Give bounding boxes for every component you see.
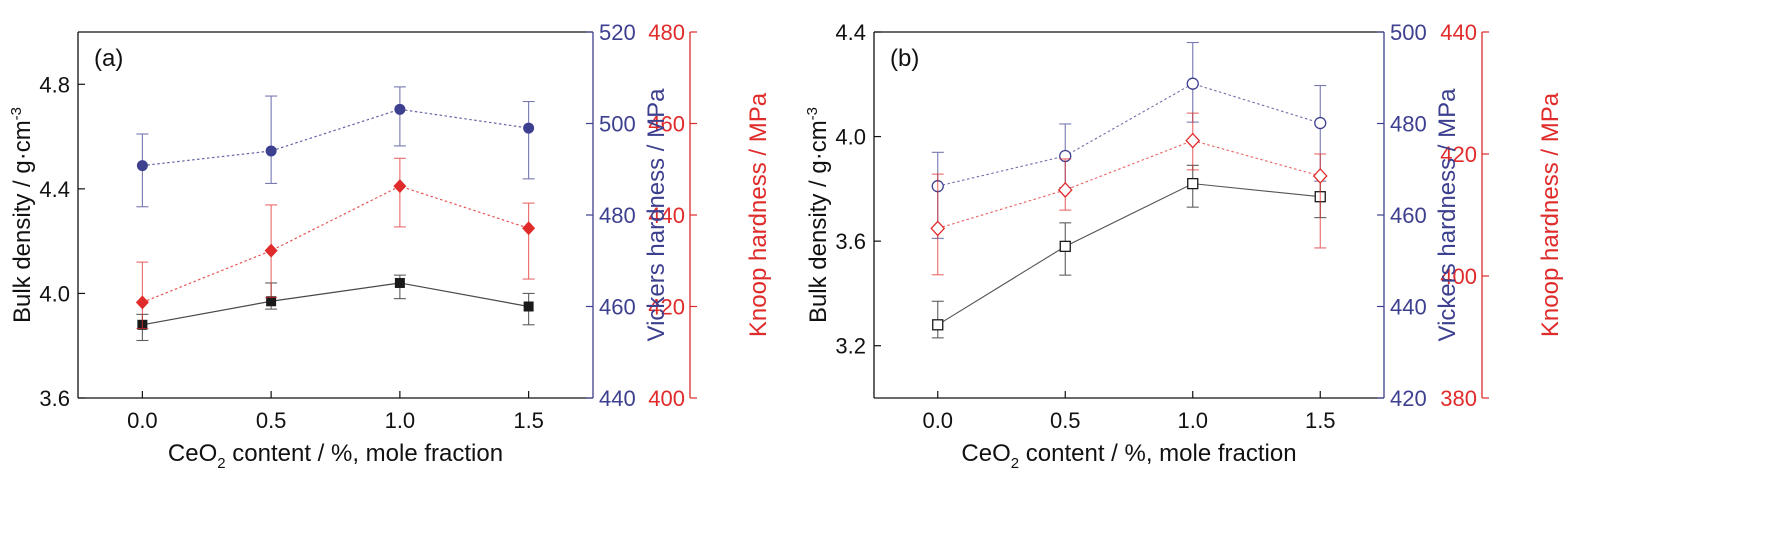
panel-1-vickers-errorbar (522, 100, 535, 180)
panel-1-vickers-tick-label: 440 (599, 386, 636, 411)
panel-1-x-tick-label: 1.0 (385, 408, 416, 433)
panel-1-vickers-tick-label: 500 (599, 112, 636, 137)
panel-1-vickers-point (136, 160, 148, 172)
panel-2-left-axis-title: Bulk density / g·cm-3 (804, 107, 832, 323)
panel-2-knoop-point (1185, 132, 1201, 149)
panel-2-x-axis-title: CeO2 content / %, mole fraction (961, 440, 1296, 472)
panel-2-vickers-line (937, 83, 1321, 187)
panel-1-vickers-axis-title: Vickers hardness / MPa (643, 88, 670, 342)
panel-2-knoop-tick-label: 400 (1440, 264, 1477, 289)
panel-1-knoop-line (142, 185, 529, 303)
chart-panel-1: 0.0 0.5 1.0 1.5 3.6 4.0 4.4 4.8 440 460 480 500 520 4… (8, 20, 772, 472)
panel-2-series-left (931, 164, 1327, 339)
panel-1-left-tick-label: 4.0 (39, 281, 70, 306)
panel-2-left-point (1187, 177, 1199, 190)
panel-2-vickers-point (1186, 77, 1199, 90)
panel-1-vickers-tick-label: 460 (599, 295, 636, 320)
panel-1-left-tick-label: 3.6 (39, 386, 70, 411)
panel-1-knoop-axis-title: Knoop hardness / MPa (745, 92, 772, 337)
panel-1-left-tick-label: 4.8 (39, 72, 70, 97)
panel-1-left-line (142, 282, 529, 326)
panel-2-knoop-point (930, 220, 946, 237)
panel-1-knoop-tick-label: 460 (648, 112, 685, 137)
panel-1-vickers-point (265, 145, 277, 157)
panel-2-vickers-tick-label: 460 (1390, 203, 1427, 228)
chart-panel-2: 0.0 0.5 1.0 1.5 3.2 3.6 4.0 4.4 420 440 460 480 500 3… (804, 20, 1564, 472)
panel-2-knoop-line (937, 140, 1321, 229)
panel-2-knoop-axis-title: Knoop hardness / MPa (1537, 92, 1564, 337)
panel-2-series-knoop (930, 112, 1328, 276)
panel-2-left-tick-label: 4.0 (835, 125, 866, 150)
panel-2-vickers-point (1314, 116, 1327, 130)
panel-2-series-vickers (931, 41, 1327, 239)
panel-1-series-left (136, 274, 535, 342)
panel-1-knoop-point (135, 295, 149, 310)
panel-1-left-axis-title: Bulk density / g·cm-3 (8, 107, 36, 323)
panel-1-x-tick-label: 0.0 (127, 408, 158, 433)
panel-1-x-tick-label: 1.5 (513, 408, 544, 433)
panel-1-knoop-point (264, 243, 278, 258)
panel-1-knoop-tick-label: 400 (648, 386, 685, 411)
panel-1-knoop-tick-label: 440 (648, 203, 685, 228)
panel-2-knoop-tick-label: 440 (1440, 20, 1477, 45)
panel-2-vickers-axis-title: Vickers hardness / MPa (1434, 88, 1461, 342)
panel-2-left-point (932, 319, 944, 331)
panel-1-vickers-line (142, 108, 529, 167)
panel-1-knoop-tick-label: 420 (648, 295, 685, 320)
panel-1-vickers-point (523, 122, 535, 134)
panel-2-x-tick-label: 1.5 (1305, 408, 1336, 433)
panel-2-knoop-tick-label: 420 (1440, 142, 1477, 167)
panel-2-left-point (1059, 240, 1071, 253)
panel-1-vickers-point (394, 103, 406, 115)
panel-1-vickers-errorbar (393, 86, 406, 147)
panel-2-x-tick-label: 0.0 (922, 408, 953, 433)
panel-2-left-tick-label: 3.6 (835, 229, 866, 254)
panel-1-x-axis-title: CeO2 content / %, mole fraction (168, 440, 503, 472)
panel-2-knoop-tick-label: 380 (1440, 386, 1477, 411)
panel-2-knoop-point (1312, 168, 1328, 184)
panel-1-left-point (266, 296, 277, 307)
panel-2-vickers-tick-label: 420 (1390, 386, 1427, 411)
panel-2-x-tick-label: 0.5 (1050, 408, 1081, 433)
panel-1-label: (a) (94, 45, 123, 72)
panel-1-vickers-tick-label: 520 (599, 20, 636, 45)
panel-1-series-vickers (136, 86, 535, 208)
panel-2-left-tick-label: 4.4 (835, 20, 866, 45)
panel-1-left-point (394, 277, 405, 288)
panel-1-knoop-point (522, 221, 536, 236)
panel-1-vickers-tick-label: 480 (599, 203, 636, 228)
panel-2-x-tick-label: 1.0 (1177, 408, 1208, 433)
panel-1-vickers-errorbar (265, 95, 278, 184)
panel-1-series-knoop (135, 157, 536, 330)
panel-2-knoop-point (1057, 182, 1073, 198)
panel-2-label: (b) (890, 45, 919, 72)
panel-1-knoop-tick-label: 480 (648, 20, 685, 45)
panel-2-left-tick-label: 3.2 (835, 334, 866, 359)
panel-1-left-point (523, 301, 534, 312)
panel-1-knoop-errorbar (136, 261, 149, 330)
panel-2-vickers-tick-label: 500 (1390, 20, 1427, 45)
panel-2-vickers-tick-label: 480 (1390, 112, 1427, 137)
panel-1-knoop-point (393, 179, 407, 194)
panel-2-left-line (937, 183, 1321, 326)
panel-1-x-tick-label: 0.5 (256, 408, 287, 433)
panel-1-knoop-errorbar (522, 202, 535, 280)
panel-2-vickers-tick-label: 440 (1390, 295, 1427, 320)
panel-1-left-tick-label: 4.4 (39, 177, 70, 202)
